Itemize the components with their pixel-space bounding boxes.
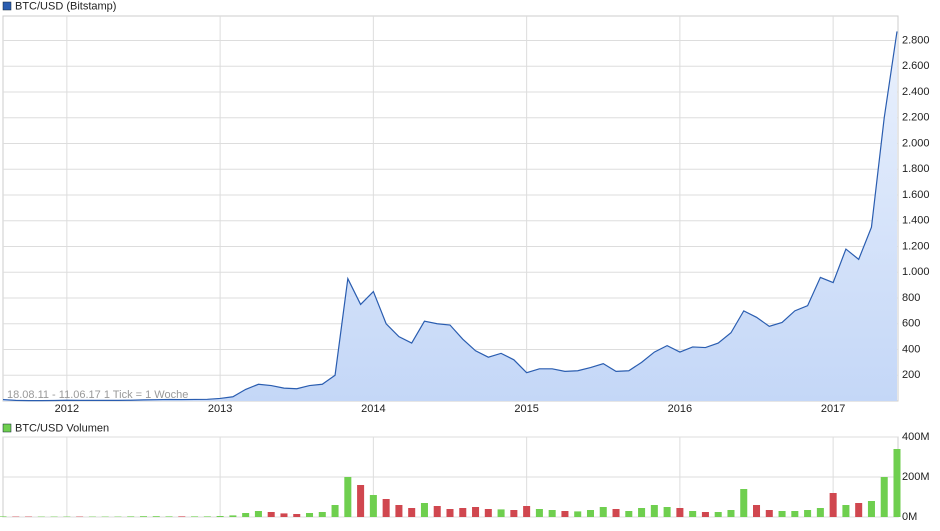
y-tick-label: 2.800 (902, 34, 930, 46)
volume-bar (804, 510, 811, 517)
volume-bar (319, 512, 326, 517)
volume-bar (395, 505, 402, 517)
volume-bar (166, 516, 173, 517)
volume-bar (727, 510, 734, 517)
y-tick-label: 0M (902, 511, 917, 523)
volume-bar (153, 516, 160, 517)
volume-bar (293, 514, 300, 517)
volume-bar (127, 516, 134, 517)
volume-bar (523, 506, 530, 517)
volume-bar (587, 510, 594, 517)
x-tick-label: 2016 (668, 403, 692, 415)
volume-bar (485, 509, 492, 517)
volume-bar (881, 477, 888, 517)
volume-bar (791, 511, 798, 517)
area (3, 31, 897, 401)
volume-bar (664, 507, 671, 517)
volume-bar (638, 508, 645, 517)
volume-bar (779, 511, 786, 517)
volume-bar (434, 506, 441, 517)
volume-bar (613, 509, 620, 517)
note: 18.08.11 - 11.06.17 1 Tick = 1 Woche (7, 389, 188, 401)
volume-bar (421, 503, 428, 517)
x-tick-label: 2015 (514, 403, 538, 415)
volume-bar (140, 516, 147, 517)
volume-bar (740, 489, 747, 517)
y-tick-label: 1.400 (902, 215, 930, 227)
y-tick-label: 800 (902, 292, 920, 304)
volume-bar (344, 477, 351, 517)
volume-bar (280, 513, 287, 517)
volume-bar (178, 516, 185, 517)
volume-bar (332, 505, 339, 517)
y-tick-label: 1.000 (902, 266, 930, 278)
volume-bar (817, 508, 824, 517)
volume-bar (855, 503, 862, 517)
x-tick-label: 2013 (208, 403, 232, 415)
volume-bar (229, 515, 236, 517)
volume-bar (408, 508, 415, 517)
volume-bar (676, 508, 683, 517)
x-tick-label: 2017 (821, 403, 845, 415)
volume-bar (498, 509, 505, 517)
volume-bar (830, 493, 837, 517)
y-tick-label: 1.800 (902, 163, 930, 175)
volume-bar (510, 510, 517, 517)
y-tick-label: 600 (902, 318, 920, 330)
volume-bar (383, 499, 390, 517)
volume-bar (446, 509, 453, 517)
volume-bar (459, 508, 466, 517)
chart-title: BTC/USD (Bitstamp) (15, 0, 116, 12)
volume-bar (766, 510, 773, 517)
volume-bar (715, 512, 722, 517)
volume-bar (255, 511, 262, 517)
volume-bar (357, 485, 364, 517)
x-tick-label: 2014 (361, 403, 385, 415)
y-tick-label: 2.000 (902, 137, 930, 149)
legend-swatch (3, 424, 11, 432)
y-tick-label: 200M (902, 471, 930, 483)
volume-bar (536, 509, 543, 517)
volume-bar (0, 516, 7, 517)
y-tick-label: 2.200 (902, 112, 930, 124)
volume-bar (204, 516, 211, 517)
volume-bar (549, 510, 556, 517)
volume-bar (268, 512, 275, 517)
y-tick-label: 200 (902, 369, 920, 381)
volume-bar (191, 516, 198, 517)
volume-bar (600, 507, 607, 517)
volume-bar (702, 512, 709, 517)
volume-bar (242, 513, 249, 517)
volume-bar (625, 511, 632, 517)
volume-bar (842, 505, 849, 517)
x-tick-label: 2012 (55, 403, 79, 415)
volume-bar (893, 449, 900, 517)
y-tick-label: 2.400 (902, 86, 930, 98)
y-tick-label: 2.600 (902, 60, 930, 72)
chart-title: BTC/USD Volumen (15, 422, 109, 434)
volume-bar (472, 507, 479, 517)
y-tick-label: 1.200 (902, 240, 930, 252)
y-tick-label: 400 (902, 343, 920, 355)
volume-bar (868, 501, 875, 517)
volume-bar (306, 513, 313, 517)
y-tick-label: 400M (902, 431, 930, 443)
volume-bar (574, 511, 581, 517)
volume-bar (689, 511, 696, 517)
volume-bar (370, 495, 377, 517)
legend-swatch (3, 2, 11, 10)
volume-bar (217, 516, 224, 517)
volume-bar (561, 511, 568, 517)
volume-bar (651, 505, 658, 517)
volume-bar (753, 505, 760, 517)
y-tick-label: 1.600 (902, 189, 930, 201)
